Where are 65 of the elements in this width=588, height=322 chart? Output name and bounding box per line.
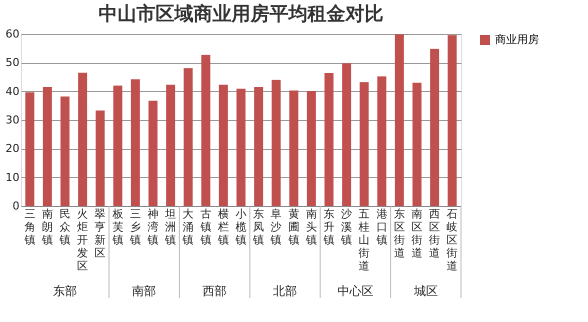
x-tick-label: 东升镇	[322, 208, 334, 246]
x-tick-label: 大涌镇	[182, 208, 194, 246]
chart-title: 中山市区域商业用房平均租金对比	[98, 3, 384, 25]
bar	[148, 100, 158, 206]
x-tick-label: 坦洲镇	[164, 208, 176, 246]
bar	[377, 76, 386, 206]
bar	[394, 34, 404, 206]
bar	[166, 84, 176, 206]
text: 中心区	[337, 284, 374, 298]
bar	[201, 54, 210, 206]
x-tick-label: 民众镇	[58, 208, 70, 246]
text: 城区	[412, 284, 438, 298]
y-tick-label: 60	[6, 28, 20, 40]
legend-label: 商业用房	[495, 33, 539, 46]
bar	[113, 86, 122, 206]
x-tick-label: 三角镇	[23, 208, 36, 246]
y-tick-label: 40	[6, 84, 20, 98]
y-tick-label: 30	[6, 114, 20, 126]
y-tick-label: 50	[6, 56, 20, 70]
x-tick-label: 翠亨新区	[94, 208, 106, 260]
x-tick-label: 黄圃镇	[287, 208, 300, 246]
y-tick-label: 0	[12, 200, 20, 212]
x-tick-label: 港口镇	[375, 208, 388, 246]
bar	[324, 72, 334, 206]
x-tick-label: 神湾镇	[146, 208, 158, 246]
bar	[42, 87, 52, 206]
bar	[306, 91, 316, 206]
x-tick-label: 古镇镇	[199, 208, 212, 246]
bar	[25, 92, 34, 206]
x-tick-label: 石岐区街道	[446, 208, 458, 272]
x-tick-label: 小榄镇	[234, 208, 246, 246]
text: 北部	[273, 284, 297, 298]
bar	[289, 90, 298, 206]
bar	[236, 88, 246, 206]
bar	[272, 80, 281, 206]
x-tick-label: 五桂山街道	[358, 208, 370, 272]
x-tick-label: 南头镇	[304, 208, 317, 246]
bar	[184, 68, 193, 206]
bar	[60, 96, 70, 206]
bar	[360, 82, 369, 206]
x-tick-label: 横栏镇	[216, 208, 229, 246]
x-tick-label: 东区街道	[394, 208, 405, 260]
bar	[130, 79, 140, 206]
bar	[448, 35, 457, 206]
x-tick-label: 东凤镇	[252, 208, 264, 246]
bar	[218, 84, 228, 206]
y-tick-label: 20	[6, 142, 20, 156]
x-tick-label: 阜沙镇	[270, 208, 282, 246]
x-tick-label: 板芙镇	[111, 208, 124, 246]
bar	[412, 82, 422, 206]
text: 南部	[132, 284, 156, 298]
y-tick-label: 10	[6, 170, 20, 184]
bar	[342, 63, 352, 206]
x-tick-label: 三乡镇	[128, 208, 141, 246]
bar	[430, 48, 440, 206]
text: 东部	[53, 284, 77, 298]
text: 西部	[202, 284, 227, 298]
bar	[96, 110, 105, 206]
x-tick-label: 火炬开发区	[77, 208, 88, 272]
x-tick-label: 南区街道	[412, 208, 422, 260]
x-tick-label: 西区街道	[429, 208, 440, 260]
x-tick-label: 沙溪镇	[340, 208, 352, 246]
bar	[78, 72, 88, 206]
x-tick-label: 南朗镇	[40, 208, 53, 246]
bar	[254, 87, 264, 206]
